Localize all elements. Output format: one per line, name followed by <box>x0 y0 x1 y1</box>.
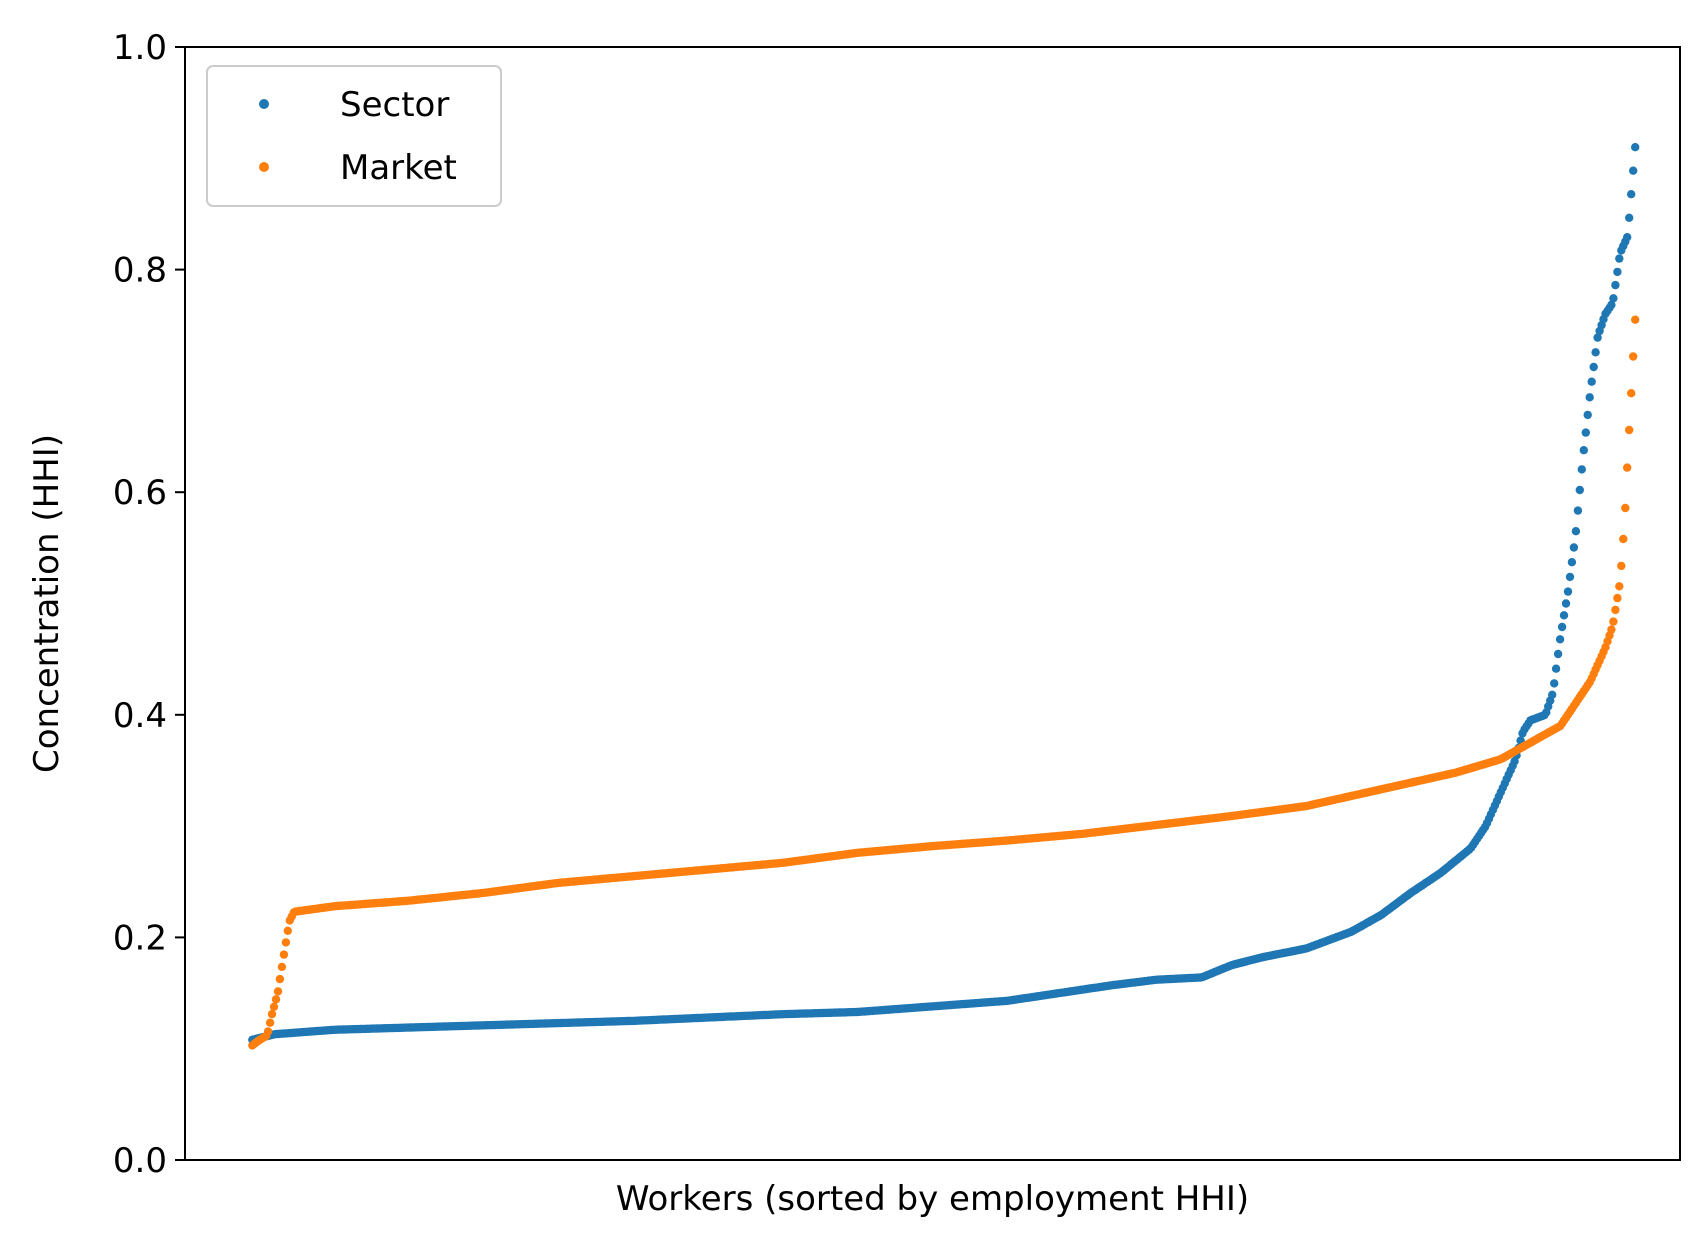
legend-box <box>206 65 502 207</box>
series-market <box>248 315 1640 1050</box>
data-point <box>1625 213 1634 222</box>
data-point <box>1629 352 1638 361</box>
data-point <box>279 950 289 959</box>
data-point <box>1548 690 1557 699</box>
data-point <box>1561 599 1571 608</box>
legend-marker <box>259 99 269 109</box>
data-point <box>1607 300 1616 310</box>
y-tick-label: 0.4 <box>113 696 167 736</box>
data-point <box>1555 635 1565 644</box>
data-point <box>1631 143 1640 152</box>
data-point <box>271 995 281 1004</box>
data-point <box>1569 543 1579 552</box>
data-point <box>277 962 287 972</box>
plot-frame <box>184 46 1681 1161</box>
series-layer <box>248 143 1640 1050</box>
data-point <box>1623 463 1632 472</box>
data-point <box>265 1018 275 1027</box>
data-point <box>1615 582 1624 591</box>
data-point <box>275 974 285 984</box>
data-point <box>1607 625 1616 634</box>
data-point <box>1623 233 1632 242</box>
data-point <box>1609 294 1618 303</box>
y-axis: 0.0 0.2 0.4 0.6 0.8 1.0 <box>113 28 185 1181</box>
data-point <box>1559 611 1569 620</box>
y-tick-label: 1.0 <box>113 28 167 68</box>
data-point <box>269 1002 279 1011</box>
data-point <box>1565 572 1575 582</box>
data-point <box>1573 506 1583 515</box>
data-point <box>1557 622 1567 632</box>
data-point <box>1613 267 1622 277</box>
legend-label: Sector <box>340 85 449 125</box>
data-point <box>1589 362 1598 372</box>
data-point <box>1575 485 1585 495</box>
data-point <box>1629 166 1638 175</box>
data-point <box>1587 377 1596 386</box>
data-point <box>1551 664 1561 673</box>
legend-marker <box>259 162 269 172</box>
y-axis-label: Concentration (HHI) <box>27 434 67 773</box>
data-point <box>1571 527 1581 536</box>
data-point <box>1613 593 1622 603</box>
data-point <box>1611 605 1620 615</box>
data-point <box>1625 425 1634 435</box>
data-point <box>1567 558 1577 567</box>
y-tick-label: 0.2 <box>113 918 167 958</box>
data-point <box>267 1009 277 1019</box>
data-point <box>1619 534 1628 544</box>
data-point <box>1585 393 1594 402</box>
data-point <box>1621 503 1630 513</box>
data-point <box>1615 254 1624 263</box>
data-point <box>273 987 283 996</box>
data-point <box>283 926 292 935</box>
data-point <box>1577 465 1587 474</box>
data-point <box>1627 190 1636 199</box>
y-tick-label: 0.6 <box>113 473 167 513</box>
data-point <box>1581 428 1591 437</box>
data-point <box>1563 587 1573 596</box>
data-point <box>1591 348 1600 357</box>
data-point <box>1550 679 1559 688</box>
data-point <box>1583 410 1592 420</box>
data-point <box>1553 649 1563 659</box>
data-point <box>263 1027 273 1036</box>
data-point <box>1609 617 1618 626</box>
y-tick-label: 0.0 <box>113 1141 167 1181</box>
legend: Sector Market <box>206 65 502 207</box>
data-point <box>1631 315 1640 324</box>
data-point <box>281 938 291 947</box>
data-point <box>1593 333 1602 342</box>
legend-label: Market <box>340 148 457 188</box>
y-tick-label: 0.8 <box>113 251 167 291</box>
data-point <box>1579 446 1589 455</box>
data-point <box>1627 389 1636 398</box>
x-axis-label: Workers (sorted by employment HHI) <box>616 1179 1249 1219</box>
data-point <box>1617 561 1626 571</box>
data-point <box>1611 280 1620 290</box>
